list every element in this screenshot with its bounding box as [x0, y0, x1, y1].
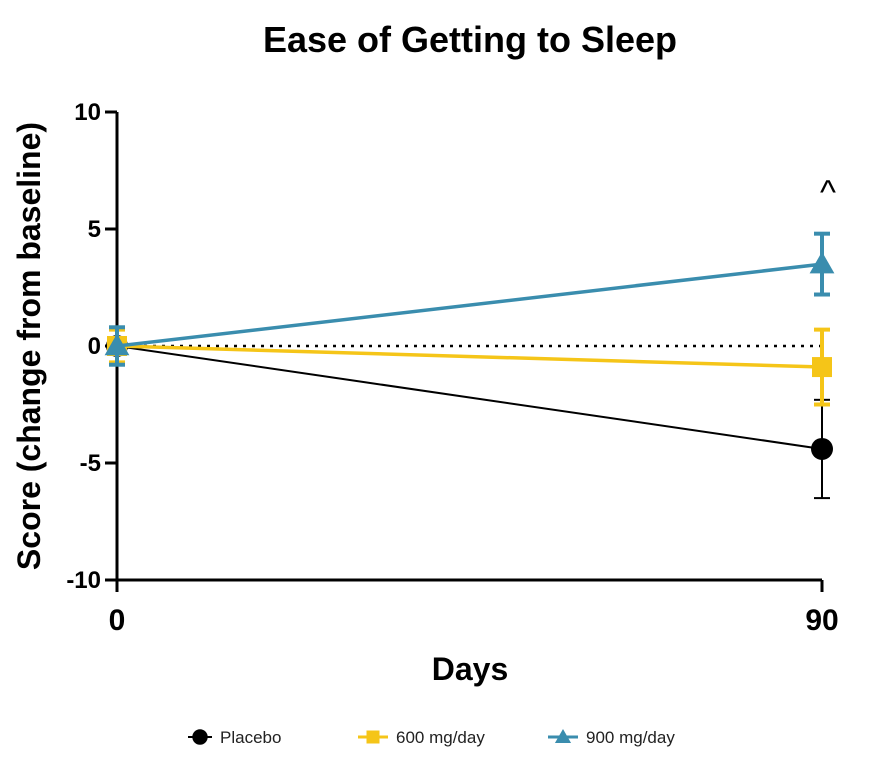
legend-label-600-mg-day: 600 mg/day	[396, 728, 485, 747]
y-tick-label: 5	[88, 216, 101, 243]
y-tick-label: -5	[80, 450, 101, 477]
legend: Placebo 600 mg/day 900 mg/day	[188, 728, 675, 747]
y-tick-label: 0	[88, 333, 101, 360]
series-line-900-mg-day	[116, 262, 823, 348]
series-line-600-mg-day	[116, 344, 823, 369]
legend-marker-600-mg-day	[366, 730, 380, 744]
x-tick-label: 0	[109, 604, 126, 637]
y-tick-label: 10	[74, 99, 101, 126]
legend-label-placebo: Placebo	[220, 728, 281, 747]
data-point-placebo	[811, 437, 833, 460]
y-axis-title: Score (change from baseline)	[11, 122, 47, 570]
legend-marker-placebo	[192, 729, 208, 745]
legend-label-900-mg-day: 900 mg/day	[586, 728, 675, 747]
x-tick-label: 90	[805, 604, 838, 637]
y-tick-label: -10	[66, 567, 101, 594]
legend-marker-900-mg-day	[554, 728, 572, 744]
series-line-placebo	[116, 345, 823, 450]
data-point-600-mg-day	[812, 357, 832, 378]
x-axis-title: Days	[432, 651, 509, 687]
plot-area: 10 5 0 -5 -10 0 90 ^	[66, 99, 838, 637]
significance-annotation: ^	[820, 174, 836, 212]
data-point-900-mg-day	[104, 333, 130, 356]
chart-title: Ease of Getting to Sleep	[263, 19, 677, 60]
data-point-900-mg-day	[809, 251, 835, 274]
